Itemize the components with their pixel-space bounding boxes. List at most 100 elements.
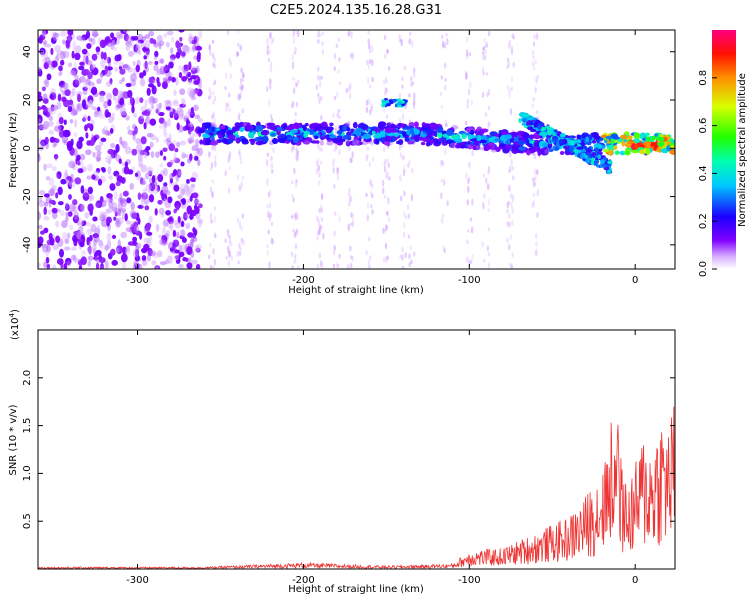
heat-noise-cell <box>66 140 74 149</box>
heat-streak-cell <box>386 210 389 217</box>
heat-streak-cell <box>224 101 228 107</box>
heat-noise-cell <box>67 30 74 36</box>
heat-streak-cell <box>293 212 296 219</box>
heat-streak-cell <box>385 78 388 85</box>
heat-noise-cell <box>186 187 192 196</box>
heat-noise-cell <box>74 177 82 185</box>
heat-streak-cell <box>409 245 412 251</box>
heat-streak-cell <box>266 38 269 45</box>
heat-noise-cell <box>121 77 125 82</box>
heat-noise-cell <box>185 191 192 197</box>
heat-streak-cell <box>441 34 444 40</box>
heat-noise-cell <box>106 42 113 48</box>
heat-noise-cell <box>193 55 198 60</box>
heat-band-cell <box>554 146 559 151</box>
heat-noise-cell <box>88 99 94 108</box>
heat-streak-cell <box>368 58 372 65</box>
heat-streak-cell <box>401 113 405 121</box>
heat-streak-cell <box>370 105 373 112</box>
heat-noise-cell <box>38 36 43 44</box>
heat-noise-cell <box>167 217 173 222</box>
heat-streak-cell <box>446 37 449 45</box>
heat-streak-cell <box>403 66 407 71</box>
heat-streak-cell <box>291 100 294 107</box>
heat-streak-cell <box>533 66 536 71</box>
heat-streak-cell <box>440 192 443 200</box>
heat-noise-cell <box>87 71 93 80</box>
heat-noise-cell <box>72 205 79 213</box>
heat-streak-cell <box>532 192 536 198</box>
heat-streak-cell <box>318 97 321 105</box>
heat-streak-cell <box>296 213 299 221</box>
heat-noise-cell <box>47 60 53 69</box>
heat-noise-cell <box>42 40 48 45</box>
heat-noise-cell <box>39 189 46 196</box>
heat-streak-cell <box>212 52 215 59</box>
spectrogram-ylabel: Frequency (Hz) <box>8 112 19 188</box>
heat-noise-cell <box>162 226 166 236</box>
heat-streak-cell <box>508 87 511 94</box>
heat-streak-cell <box>348 121 351 129</box>
heat-noise-cell <box>43 216 50 221</box>
heat-noise-cell <box>76 35 84 41</box>
heat-streak-cell <box>321 31 324 36</box>
heat-streak-cell <box>408 37 411 45</box>
heat-noise-cell <box>63 263 68 269</box>
heat-noise-cell <box>176 141 181 148</box>
heat-noise-cell <box>91 53 98 61</box>
heat-noise-cell <box>158 117 165 124</box>
heat-noise-cell <box>169 221 174 230</box>
heat-streak-cell <box>470 226 474 234</box>
heat-noise-cell <box>176 122 180 131</box>
heat-noise-cell <box>189 110 195 119</box>
heat-streak-cell <box>506 201 509 209</box>
heat-streak-cell <box>213 81 216 85</box>
heat-streak-cell <box>333 66 336 72</box>
heat-noise-cell <box>41 57 47 64</box>
heat-streak-cell <box>338 214 341 223</box>
heat-streak-cell <box>485 41 488 48</box>
heat-band-cell <box>329 122 334 127</box>
heat-noise-cell <box>185 257 189 262</box>
heat-noise-cell <box>198 203 203 209</box>
heat-streak-cell <box>333 230 336 237</box>
heat-noise-cell <box>143 151 148 159</box>
heat-streak-cell <box>511 32 515 38</box>
heat-noise-cell <box>169 111 174 119</box>
heat-noise-cell <box>97 178 103 186</box>
heat-noise-cell <box>173 208 178 214</box>
heat-streak-cell <box>487 227 491 232</box>
heat-noise-cell <box>135 230 142 236</box>
heat-streak-cell <box>511 207 514 214</box>
heat-noise-cell <box>98 94 105 103</box>
heat-noise-cell <box>38 146 45 152</box>
heat-noise-cell <box>182 98 186 107</box>
heat-noise-cell <box>141 255 147 262</box>
heat-noise-cell <box>186 120 191 126</box>
heat-noise-cell <box>115 219 121 228</box>
heat-noise-cell <box>135 64 140 73</box>
heat-streak-cell <box>240 77 243 82</box>
heat-noise-cell <box>132 212 137 220</box>
heat-noise-cell <box>151 97 158 104</box>
heat-streak-cell <box>291 53 294 62</box>
heat-noise-cell <box>168 76 172 81</box>
heat-streak-cell <box>295 229 298 237</box>
heat-band-cell <box>351 140 356 146</box>
heat-noise-cell <box>55 220 60 228</box>
heat-noise-cell <box>85 149 92 156</box>
heat-noise-cell <box>145 184 152 192</box>
heat-noise-cell <box>141 111 148 116</box>
heat-noise-cell <box>56 258 64 265</box>
heat-streak-cell <box>487 165 491 173</box>
heat-noise-cell <box>113 216 117 221</box>
heat-noise-cell <box>48 115 54 121</box>
heat-noise-cell <box>51 207 58 214</box>
heat-noise-cell <box>95 144 102 152</box>
heat-noise-cell <box>95 46 101 53</box>
heat-noise-cell <box>74 257 80 263</box>
heat-noise-cell <box>74 118 78 128</box>
heat-band-cell <box>602 148 610 153</box>
heat-streak-cell <box>320 139 323 146</box>
